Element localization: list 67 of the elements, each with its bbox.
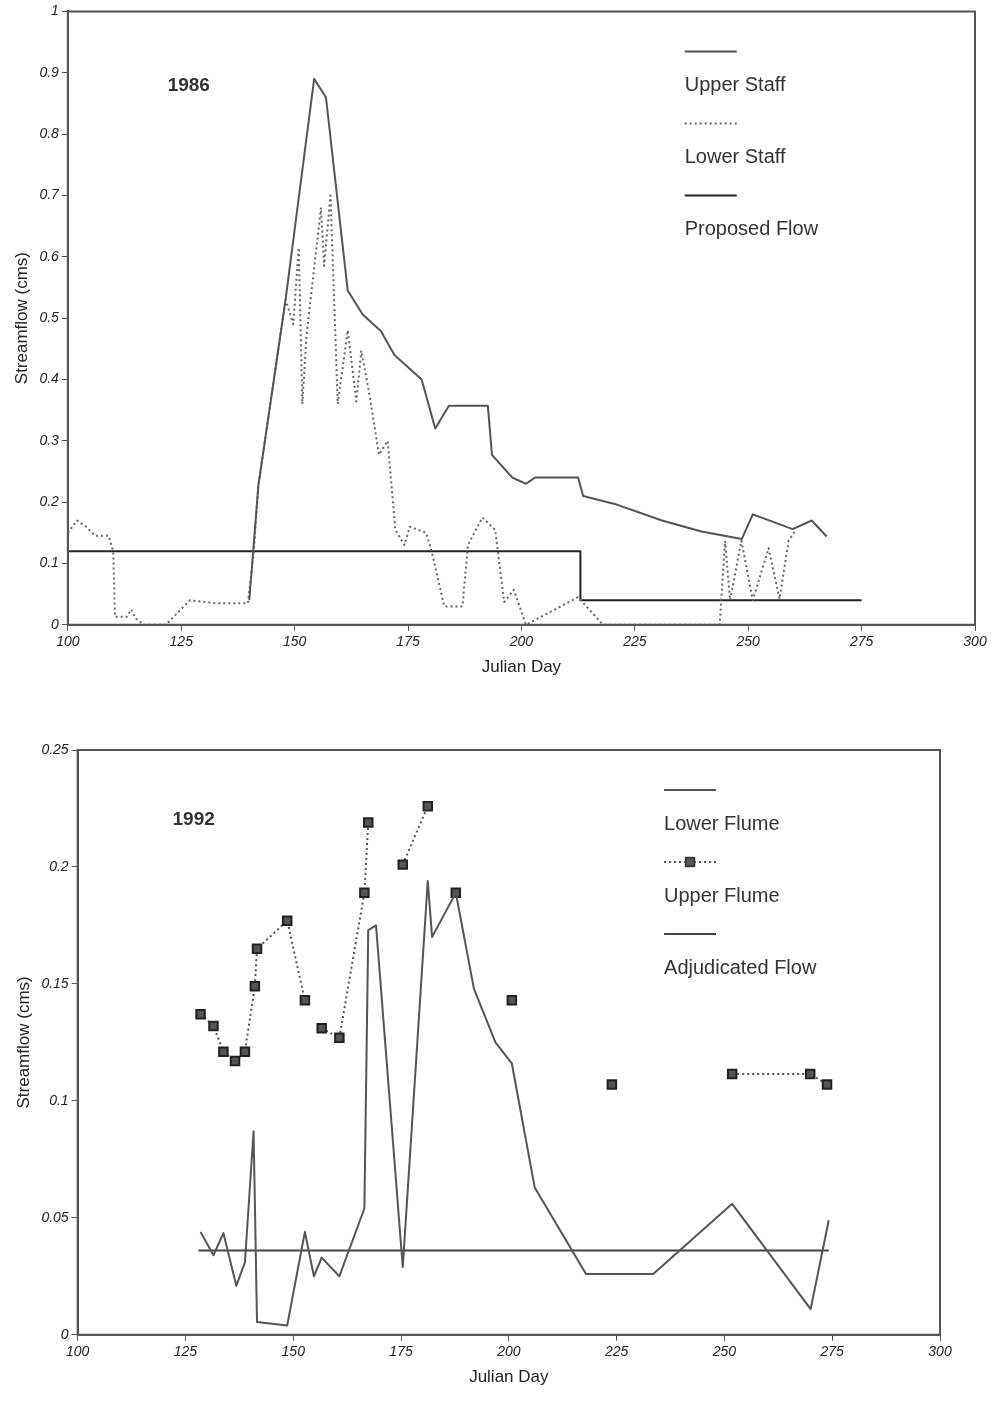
point xyxy=(359,887,370,898)
y-axis-title: Streamflow (cms) xyxy=(13,976,33,1109)
x-tick-label: 100 xyxy=(56,633,80,650)
x-tick-label: 225 xyxy=(622,633,647,650)
legend-label: Adjudicated Flow xyxy=(664,955,817,978)
y-tick-label: 0.25 xyxy=(41,740,69,757)
legend-label: Lower Staff xyxy=(684,144,786,167)
point xyxy=(281,915,293,926)
legend-label: Lower Flume xyxy=(664,811,780,834)
x-tick-label: 175 xyxy=(389,1343,413,1360)
y-tick-label: 0.4 xyxy=(39,370,60,387)
x-axis-title: Julian Day xyxy=(469,1367,550,1387)
point xyxy=(251,943,263,955)
x-tick-label: 250 xyxy=(735,633,761,650)
point xyxy=(229,1055,241,1067)
y-tick-label: 0.15 xyxy=(41,974,69,991)
point xyxy=(397,859,408,870)
point xyxy=(334,1032,345,1043)
x-tick-label: 300 xyxy=(928,1343,952,1360)
y-tick-label: 0 xyxy=(51,615,60,632)
legend-label: Proposed Flow xyxy=(684,216,819,239)
x-tick-label: 125 xyxy=(169,633,194,650)
x-axis-title: Julian Day xyxy=(481,657,562,677)
x-tick-label: 100 xyxy=(65,1343,90,1360)
point xyxy=(606,1079,618,1090)
y-tick-label: 0.1 xyxy=(39,554,59,571)
point xyxy=(239,1046,251,1057)
y-tick-label: 0.6 xyxy=(39,247,60,264)
y-tick-label: 0.05 xyxy=(41,1208,69,1225)
y-tick-label: 0.8 xyxy=(39,124,60,141)
x-tick-label: 175 xyxy=(396,633,420,650)
point xyxy=(804,1068,816,1080)
x-tick-label: 150 xyxy=(282,633,307,650)
point xyxy=(726,1068,738,1080)
point xyxy=(195,1009,206,1020)
point xyxy=(363,817,374,828)
legend-label: Upper Flume xyxy=(664,883,780,906)
y-tick-label: 0.2 xyxy=(49,857,69,874)
point xyxy=(299,995,311,1006)
annotation: 1992 xyxy=(172,807,215,829)
y-tick-label: 0.1 xyxy=(49,1091,69,1108)
x-tick-label: 300 xyxy=(963,633,987,650)
x-tick-label: 200 xyxy=(508,633,534,650)
y-tick-label: 0.5 xyxy=(39,308,60,325)
point xyxy=(422,800,434,812)
point xyxy=(218,1046,229,1057)
x-tick-label: 125 xyxy=(173,1343,198,1360)
x-tick-label: 200 xyxy=(496,1343,521,1360)
point xyxy=(208,1020,219,1032)
y-tick-label: 0.9 xyxy=(39,63,60,80)
x-tick-label: 275 xyxy=(848,633,874,650)
y-tick-label: 0.2 xyxy=(39,493,60,510)
legend-label: Upper Staff xyxy=(684,72,786,95)
x-tick-label: 150 xyxy=(281,1343,306,1360)
point xyxy=(249,981,261,992)
x-tick-label: 225 xyxy=(603,1343,629,1360)
y-axis-title: Streamflow (cms) xyxy=(11,251,31,385)
x-tick-label: 250 xyxy=(711,1343,737,1360)
annotation: 1986 xyxy=(167,74,210,96)
point xyxy=(316,1023,327,1034)
y-tick-label: 0.7 xyxy=(39,186,61,203)
point xyxy=(506,995,518,1006)
point xyxy=(821,1079,833,1090)
y-tick-label: 0.3 xyxy=(39,431,60,448)
y-tick-label: 1 xyxy=(51,2,59,19)
y-tick-label: 0 xyxy=(60,1325,69,1342)
x-tick-label: 275 xyxy=(819,1343,845,1360)
